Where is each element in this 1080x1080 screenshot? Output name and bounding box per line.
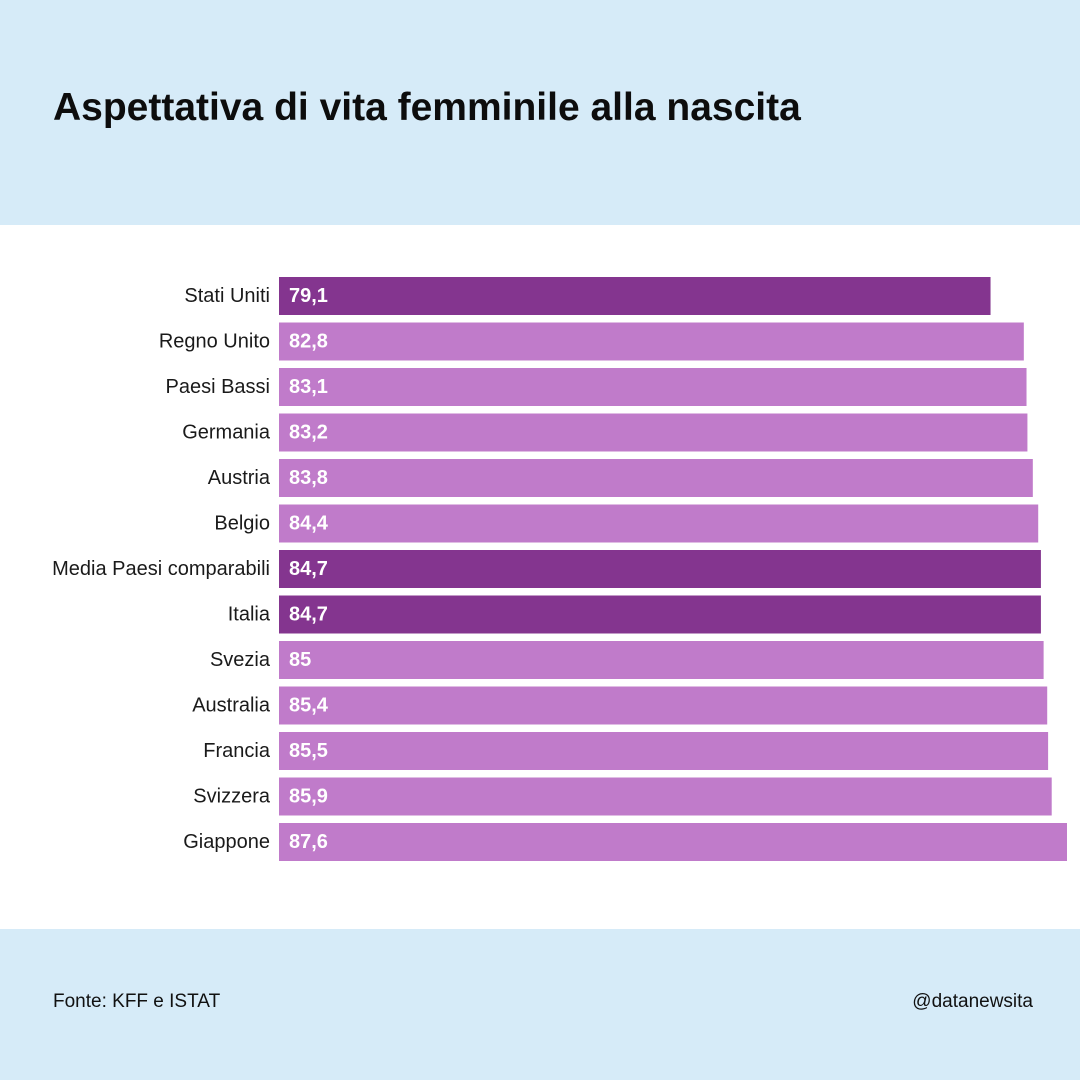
source-note: Fonte: KFF e ISTAT: [53, 991, 221, 1012]
bar-value-label: 84,7: [289, 558, 328, 580]
category-label: Francia: [203, 740, 271, 762]
category-label: Belgio: [214, 513, 270, 535]
bar-italia: [279, 595, 1041, 634]
category-label: Italia: [228, 604, 271, 626]
bar-value-label: 83,8: [289, 467, 328, 489]
bar-value-label: 84,4: [289, 513, 329, 535]
bar-belgio: [279, 504, 1039, 543]
bar-value-label: 85,9: [289, 786, 328, 808]
category-label: Svezia: [210, 649, 271, 671]
bar-stati-uniti: [279, 277, 991, 315]
bar-value-label: 83,2: [289, 422, 328, 444]
bar-media-paesi-comparabili: [279, 550, 1041, 588]
bar-value-label: 85,4: [289, 695, 329, 717]
bar-value-label: 84,7: [289, 604, 328, 626]
header-band: [0, 0, 1080, 225]
category-label: Giappone: [183, 831, 270, 853]
bar-paesi-bassi: [279, 368, 1027, 406]
category-label: Australia: [192, 695, 271, 717]
bar-australia: [279, 686, 1048, 725]
bar-value-label: 82,8: [289, 331, 328, 353]
category-label: Stati Uniti: [184, 285, 270, 307]
category-label: Svizzera: [193, 786, 271, 808]
bar-francia: [279, 732, 1049, 770]
bar-regno-unito: [279, 322, 1024, 361]
bar-austria: [279, 459, 1033, 497]
author-handle: @datanewsita: [912, 991, 1033, 1012]
bar-svizzera: [279, 777, 1052, 816]
category-label: Germania: [182, 422, 271, 444]
bar-value-label: 83,1: [289, 376, 328, 398]
category-label: Media Paesi comparabili: [52, 558, 270, 580]
bar-value-label: 87,6: [289, 831, 328, 853]
chart-area: Stati Uniti 79,1 Regno Unito 82,8 Paesi Bass…: [0, 225, 1080, 929]
bar-svezia: [279, 641, 1044, 679]
chart-title: Aspettativa di vita femminile alla nasci…: [53, 86, 801, 129]
bar-value-label: 85,5: [289, 740, 328, 762]
footer-band: [0, 929, 1080, 1080]
bar-value-label: 79,1: [289, 285, 328, 307]
bar-value-label: 85: [289, 649, 311, 671]
bar-germania: [279, 413, 1028, 452]
category-label: Austria: [208, 467, 271, 489]
category-label: Regno Unito: [159, 331, 270, 353]
bar-chart: Stati Uniti 79,1 Regno Unito 82,8 Paesi Bass…: [52, 277, 1067, 861]
category-label: Paesi Bassi: [166, 376, 271, 398]
bar-giappone: [279, 823, 1067, 861]
